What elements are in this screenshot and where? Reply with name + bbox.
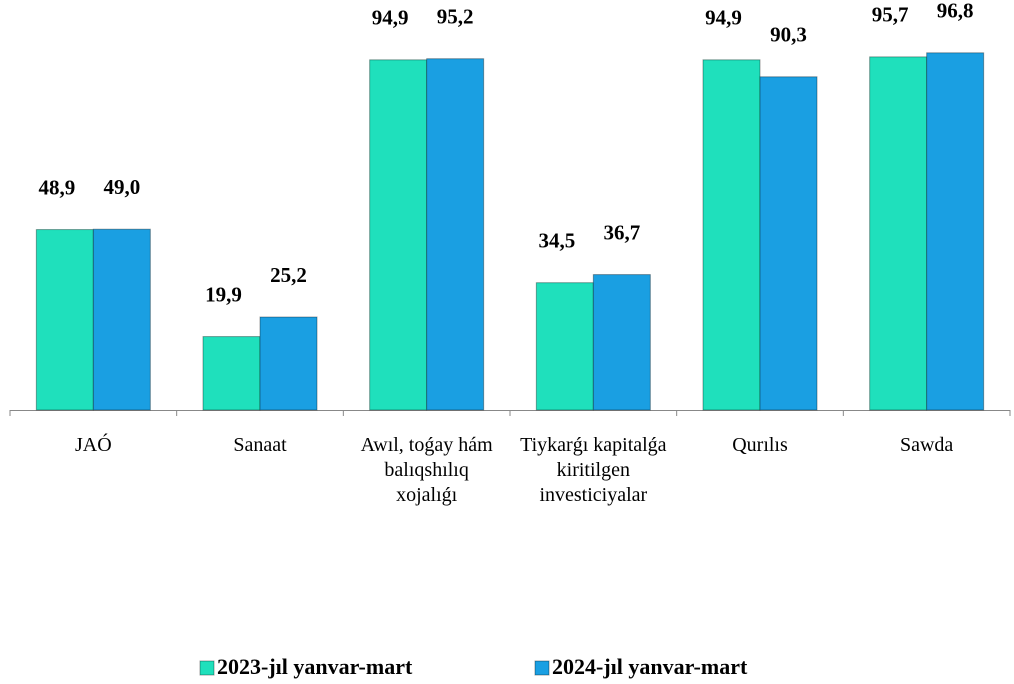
x-tick-label: Awıl, toǵay hám balıqshılıq xojalıǵı xyxy=(360,434,493,506)
value-label: 48,9 xyxy=(38,175,75,199)
value-label: 90,3 xyxy=(770,23,807,47)
bar xyxy=(869,56,928,411)
legend-label: 2024-jıl yanvar-mart xyxy=(552,654,748,679)
bar xyxy=(592,274,651,411)
value-label: 19,9 xyxy=(205,282,242,306)
legend-label: 2023-jıl yanvar-mart xyxy=(217,654,413,679)
bar xyxy=(926,52,985,411)
value-label: 25,2 xyxy=(270,263,307,287)
value-label: 95,7 xyxy=(872,3,909,27)
bar xyxy=(92,228,151,411)
value-label: 34,5 xyxy=(538,229,575,253)
bar xyxy=(759,76,818,411)
value-label: 94,9 xyxy=(372,6,409,30)
bar xyxy=(35,229,94,411)
x-tick-label: Sawda xyxy=(899,434,954,456)
value-label: 94,9 xyxy=(705,6,742,30)
legend-swatch xyxy=(534,660,550,676)
x-tick-label: JAÓ xyxy=(74,434,112,456)
x-tick-label: Qurılıs xyxy=(732,434,788,456)
bar xyxy=(426,58,485,411)
bar xyxy=(535,282,594,411)
value-label: 95,2 xyxy=(437,5,474,29)
value-label: 96,8 xyxy=(937,0,974,23)
legend-swatch xyxy=(199,660,215,676)
value-label: 49,0 xyxy=(103,175,140,199)
bar xyxy=(702,59,761,411)
bar xyxy=(202,336,261,411)
x-tick-label: Tiykarǵı kapitalǵa kiritilgen investiciy… xyxy=(520,434,667,506)
bar xyxy=(369,59,428,411)
value-label: 36,7 xyxy=(603,220,640,244)
x-tick-label: Sanaat xyxy=(233,434,287,456)
bar xyxy=(259,316,318,411)
